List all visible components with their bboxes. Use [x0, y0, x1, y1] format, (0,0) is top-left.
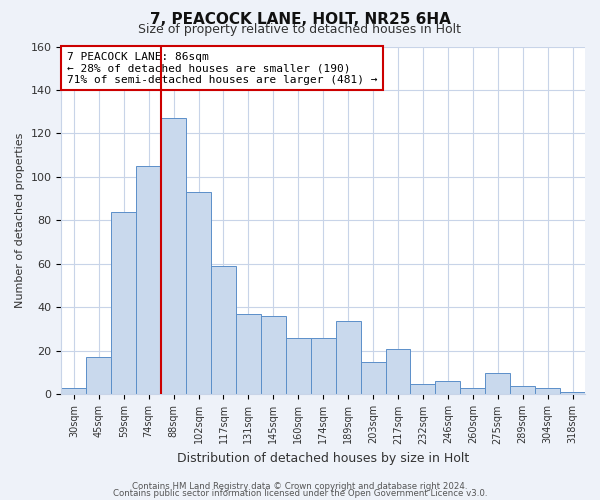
Bar [136, 166, 161, 394]
Bar [460, 388, 485, 394]
Bar [410, 384, 436, 394]
Bar [161, 118, 186, 394]
Bar [86, 358, 111, 395]
Bar [286, 338, 311, 394]
X-axis label: Distribution of detached houses by size in Holt: Distribution of detached houses by size … [177, 452, 469, 465]
Bar [211, 266, 236, 394]
Y-axis label: Number of detached properties: Number of detached properties [15, 133, 25, 308]
Text: Contains public sector information licensed under the Open Government Licence v3: Contains public sector information licen… [113, 489, 487, 498]
Bar [560, 392, 585, 394]
Bar [236, 314, 261, 394]
Bar [510, 386, 535, 394]
Bar [361, 362, 386, 394]
Bar [485, 372, 510, 394]
Bar [311, 338, 335, 394]
Text: Contains HM Land Registry data © Crown copyright and database right 2024.: Contains HM Land Registry data © Crown c… [132, 482, 468, 491]
Bar [111, 212, 136, 394]
Text: 7, PEACOCK LANE, HOLT, NR25 6HA: 7, PEACOCK LANE, HOLT, NR25 6HA [149, 12, 451, 28]
Bar [535, 388, 560, 394]
Text: 7 PEACOCK LANE: 86sqm
← 28% of detached houses are smaller (190)
71% of semi-det: 7 PEACOCK LANE: 86sqm ← 28% of detached … [67, 52, 377, 85]
Bar [436, 382, 460, 394]
Bar [386, 349, 410, 395]
Bar [186, 192, 211, 394]
Bar [61, 388, 86, 394]
Bar [261, 316, 286, 394]
Text: Size of property relative to detached houses in Holt: Size of property relative to detached ho… [139, 22, 461, 36]
Bar [335, 320, 361, 394]
